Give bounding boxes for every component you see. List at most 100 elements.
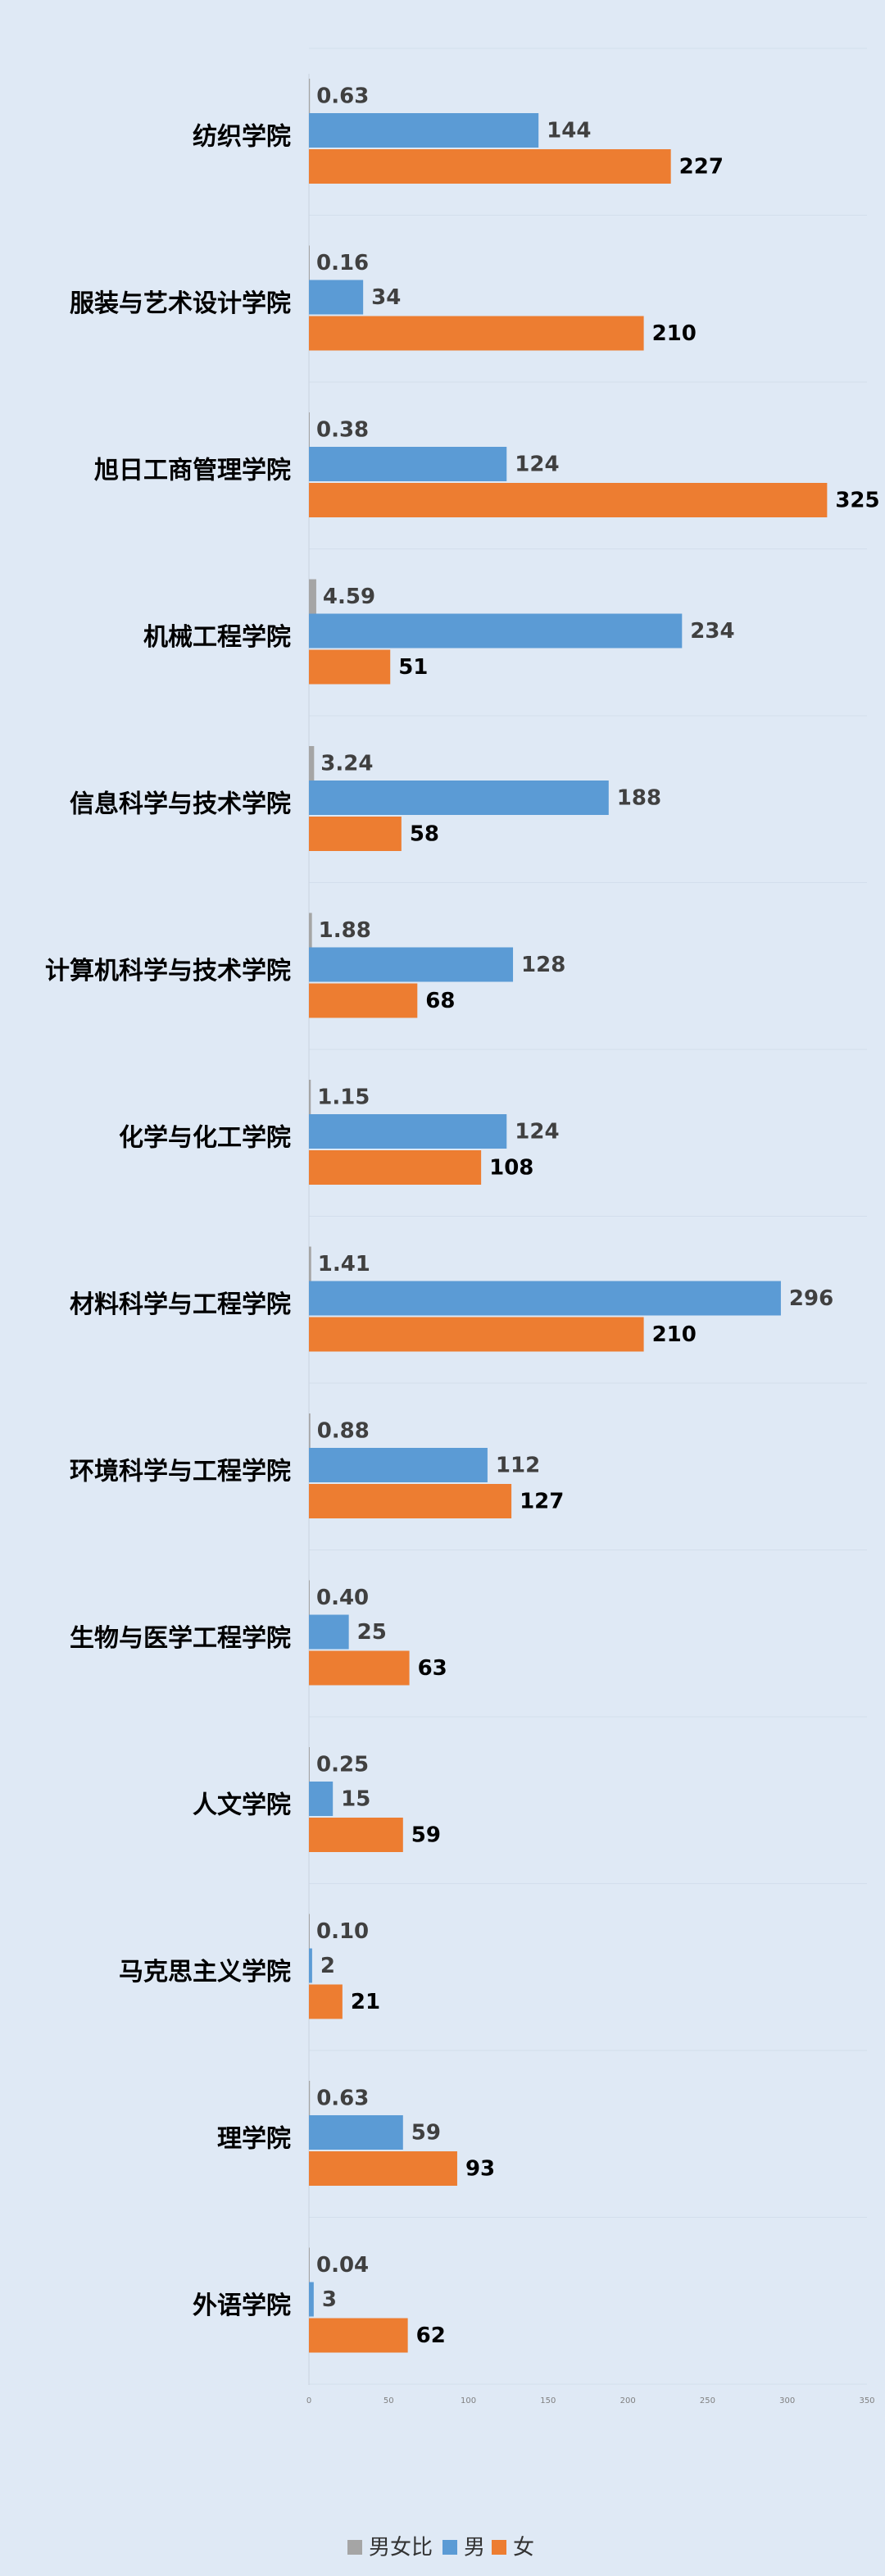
ratio-bar [309,2247,310,2282]
ratio-value-label: 1.15 [317,1085,370,1110]
male-value-label: 144 [547,119,591,143]
female-value-label: 127 [520,1490,564,1514]
x-tick-label: 200 [620,2396,636,2405]
female-value-label: 210 [652,321,697,346]
male-value-label: 124 [515,1120,559,1145]
female-value-label: 93 [465,2157,495,2182]
male-value-label: 188 [617,786,661,811]
category-label: 机械工程学院 [143,623,291,652]
ratio-bar [309,1580,310,1615]
bars-layer [309,79,828,2353]
female-bar [309,2318,408,2353]
x-tick-label: 350 [859,2396,874,2405]
female-value-label: 325 [835,489,879,513]
category-label: 马克思主义学院 [119,1958,291,1987]
category-label: 服装与艺术设计学院 [70,289,291,318]
ratio-value-label: 0.10 [316,1919,369,1944]
ratio-bar [309,1914,310,1949]
legend-label: 男 [464,2536,485,2560]
category-label: 人文学院 [193,1791,291,1820]
ratio-value-label: 4.59 [323,585,375,609]
ratio-value-label: 0.25 [316,1753,369,1777]
ratio-bar [309,746,315,781]
male-bar [309,1114,507,1149]
ratio-bar [309,579,316,614]
female-bar [309,1484,512,1518]
ratio-bar [309,913,312,948]
male-value-label: 234 [690,619,734,644]
male-bar [309,1948,312,1983]
ratio-value-label: 0.38 [316,418,369,443]
x-tick-label: 300 [779,2396,795,2405]
ratio-value-label: 0.40 [316,1586,369,1610]
male-bar [309,113,539,148]
category-label: 理学院 [217,2125,291,2154]
female-bar [309,149,671,184]
ratio-value-label: 1.41 [318,1252,370,1277]
female-value-label: 108 [489,1156,533,1181]
male-bar [309,1782,334,1816]
female-value-label: 59 [411,1823,441,1848]
legend-swatch [492,2540,506,2555]
category-label: 材料科学与工程学院 [70,1290,291,1319]
legend-swatch [442,2540,457,2555]
category-label: 纺织学院 [193,123,291,152]
female-value-label: 62 [416,2323,446,2348]
ratio-bar [309,2081,311,2115]
legend-label: 女 [513,2536,534,2560]
ratio-bar [309,1246,311,1281]
ratio-bar [309,1080,311,1114]
category-label: 信息科学与技术学院 [70,790,291,819]
category-label: 环境科学与工程学院 [70,1458,291,1486]
female-value-label: 58 [410,822,439,847]
category-label: 化学与化工学院 [119,1124,291,1153]
x-tick-label: 100 [461,2396,476,2405]
male-value-label: 3 [322,2287,337,2312]
x-tick-label: 250 [700,2396,715,2405]
male-bar [309,1281,781,1316]
female-value-label: 227 [679,155,724,180]
female-bar [309,2151,457,2186]
male-value-label: 296 [789,1286,833,1311]
legend-swatch [347,2540,362,2555]
ratio-value-label: 0.88 [317,1419,370,1444]
ratio-value-label: 3.24 [320,752,373,776]
female-bar [309,817,402,851]
ratio-bar [309,245,310,280]
female-bar [309,1150,482,1185]
female-bar [309,649,391,685]
category-label: 生物与医学工程学院 [70,1624,291,1653]
legend: 男女比 男 女 [347,2536,534,2560]
category-label: 旭日工商管理学院 [94,457,291,485]
gridlines [308,48,867,2385]
male-value-label: 124 [515,453,559,477]
ratio-value-label: 0.63 [316,84,369,109]
ratio-bar [309,1747,310,1782]
male-value-label: 128 [521,953,565,977]
male-bar [309,1614,349,1650]
ratio-value-label: 0.04 [316,2253,369,2278]
x-tick-label: 50 [384,2396,394,2405]
male-value-label: 2 [320,1954,335,1978]
female-value-label: 68 [425,989,455,1013]
male-value-label: 25 [357,1620,387,1645]
male-bar [309,2282,314,2317]
female-value-label: 63 [418,1656,447,1681]
male-value-label: 112 [496,1454,540,1478]
male-bar [309,447,507,481]
female-bar [309,483,828,517]
ratio-bar [309,412,310,447]
category-label: 外语学院 [193,2292,291,2320]
ratio-value-label: 0.16 [316,251,369,275]
ratio-bar [309,79,311,113]
x-tick-label: 0 [306,2396,311,2405]
ratio-value-label: 1.88 [319,918,371,943]
male-bar [309,781,609,815]
female-bar [309,1984,343,2019]
male-bar [309,280,364,315]
male-bar [309,1448,488,1482]
male-bar [309,947,514,982]
female-bar [309,1818,403,1852]
